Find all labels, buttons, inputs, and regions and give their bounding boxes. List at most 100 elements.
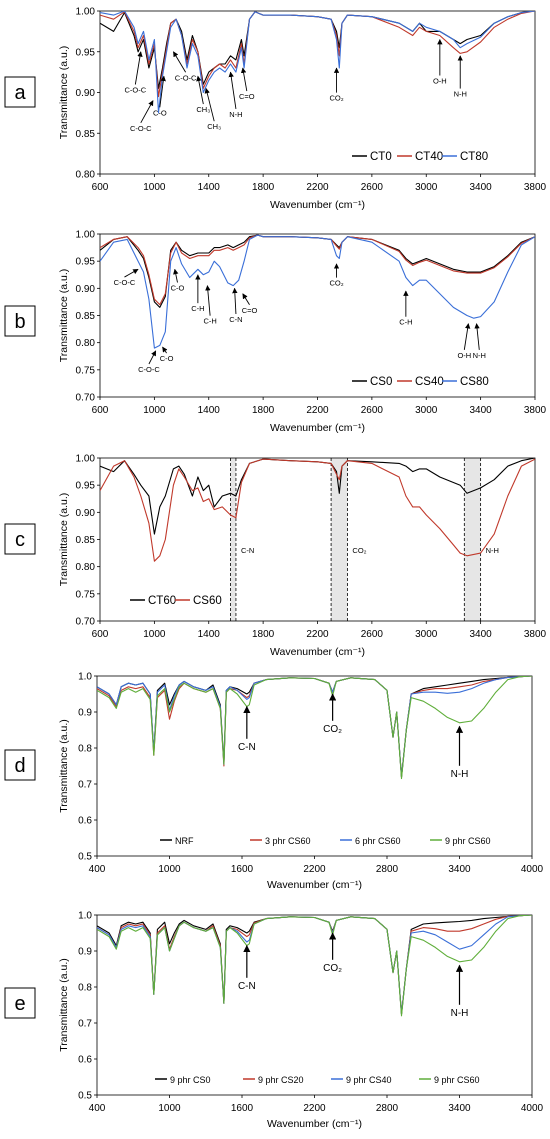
x-tick-label: 3000 [415, 182, 438, 193]
x-tick-label: 1800 [252, 405, 275, 416]
annotation-label: N-H [451, 769, 469, 780]
y-tick-label: 0.85 [76, 535, 96, 546]
region-label: CO₂ [352, 546, 366, 555]
panel-label-box [4, 305, 36, 337]
y-tick-label: 0.8 [78, 983, 92, 994]
legend-label: CT40 [415, 151, 443, 163]
legend-label: 9 phr CS60 [445, 836, 491, 846]
y-tick-label: 0.6 [78, 816, 92, 827]
annotation-label: C-O [160, 354, 174, 363]
legend-label: CS0 [370, 376, 392, 388]
series-line [100, 234, 535, 349]
panel-label: b [14, 311, 25, 333]
region-label: N-H [486, 546, 499, 555]
x-tick-label: 2200 [303, 1103, 326, 1114]
annotation-label: C-N [229, 315, 242, 324]
series-line [100, 234, 535, 308]
x-tick-label: 4000 [521, 864, 544, 875]
annotation-arrow [124, 268, 139, 278]
annotation-label: N-H [229, 110, 242, 119]
x-tick-label: 2200 [303, 864, 326, 875]
annotation-label: CH₃ [196, 105, 210, 114]
y-tick-label: 0.6 [78, 1055, 92, 1066]
x-tick-label: 2600 [361, 405, 384, 416]
y-tick-label: 0.75 [76, 365, 96, 376]
x-tick-label: 1400 [198, 182, 221, 193]
x-tick-label: 1400 [198, 629, 221, 640]
highlight-region [464, 458, 481, 621]
x-tick-label: 1800 [252, 182, 275, 193]
annotation-arrow [173, 51, 187, 73]
annotation-label: C-O-C [130, 124, 152, 133]
legend-label: NRF [175, 836, 194, 846]
x-tick-label: 3400 [470, 405, 493, 416]
annotation-label: C=O [242, 306, 258, 315]
x-tick-label: 1000 [143, 405, 166, 416]
plot-frame [99, 10, 536, 175]
y-axis-title: Transmittance (a.u.) [58, 719, 70, 813]
legend-label: CT60 [148, 595, 176, 607]
x-axis-title: Wavenumber (cm⁻¹) [267, 1118, 362, 1130]
chart-panel-b: b 600 1000 1400 1800 2200 2600 3000 3400 3800 0.70… [4, 230, 547, 434]
panel-label: e [14, 993, 25, 1015]
annotation-label: C-O-C [125, 86, 147, 95]
annotation-label: N-H [473, 351, 486, 360]
x-tick-label: 3000 [415, 405, 438, 416]
legend-label: 6 phr CS60 [355, 836, 401, 846]
series-line [100, 11, 535, 98]
annotation-arrow [162, 346, 168, 354]
y-tick-label: 0.80 [76, 338, 96, 349]
y-tick-label: 0.8 [78, 744, 92, 755]
annotation-label: CO₂ [323, 963, 342, 974]
legend-label: CS60 [193, 595, 222, 607]
x-tick-label: 2200 [306, 182, 329, 193]
annotation-label: C-O-C [138, 365, 160, 374]
annotation-arrow [204, 87, 215, 122]
panel-label-box [4, 523, 36, 555]
y-tick-label: 0.9 [78, 947, 92, 958]
annotation-label: C-O [171, 284, 185, 293]
x-axis-title: Wavenumber (cm⁻¹) [267, 879, 362, 891]
annotation-label: C=O [239, 92, 255, 101]
series-line [97, 915, 532, 1017]
series-line [100, 11, 535, 89]
x-tick-label: 1400 [198, 405, 221, 416]
x-tick-label: 3800 [524, 629, 547, 640]
x-tick-label: 1600 [231, 864, 254, 875]
y-tick-label: 1.0 [78, 911, 92, 922]
y-axis-title: Transmittance (a.u.) [58, 493, 70, 587]
x-tick-label: 2200 [306, 629, 329, 640]
annotation-arrow [463, 323, 471, 350]
x-tick-label: 600 [92, 629, 109, 640]
annotation-label: CH₃ [207, 122, 221, 131]
y-tick-label: 0.85 [76, 129, 96, 140]
x-tick-label: 600 [92, 182, 109, 193]
y-tick-label: 1.00 [76, 454, 96, 465]
annotation-arrow [173, 268, 179, 283]
annotation-label: C-O-C [114, 278, 136, 287]
x-tick-label: 600 [92, 405, 109, 416]
annotation-arrow [159, 75, 166, 108]
annotation-label: O-H [457, 351, 471, 360]
legend-label: 9 phr CS0 [170, 1075, 211, 1085]
chart-panel-a: a 600 1000 1400 1800 2200 2600 3000 3400 3800 0.80… [4, 7, 547, 211]
panel-label-box [4, 76, 36, 108]
annotation-label: C-H [203, 317, 216, 326]
x-tick-label: 2800 [376, 864, 399, 875]
y-tick-label: 0.80 [76, 170, 96, 181]
annotation-label: CO₂ [323, 724, 342, 735]
y-axis-title: Transmittance (a.u.) [58, 46, 70, 140]
y-tick-label: 0.95 [76, 257, 96, 268]
annotation-label: C-O-C [175, 73, 197, 82]
x-tick-label: 3400 [470, 629, 493, 640]
legend-label: 9 phr CS60 [434, 1075, 480, 1085]
annotation-arrow [474, 323, 480, 350]
x-tick-label: 3000 [415, 629, 438, 640]
panel-label-box [4, 987, 36, 1019]
x-tick-label: 1800 [252, 629, 275, 640]
chart-panel-e: e 400 1000 1600 2200 2800 3400 4000 0.5 0.6 0.7 0.8… [4, 911, 544, 1130]
legend-label: CS80 [460, 376, 489, 388]
y-tick-label: 0.85 [76, 311, 96, 322]
legend-label: CS40 [415, 376, 444, 388]
